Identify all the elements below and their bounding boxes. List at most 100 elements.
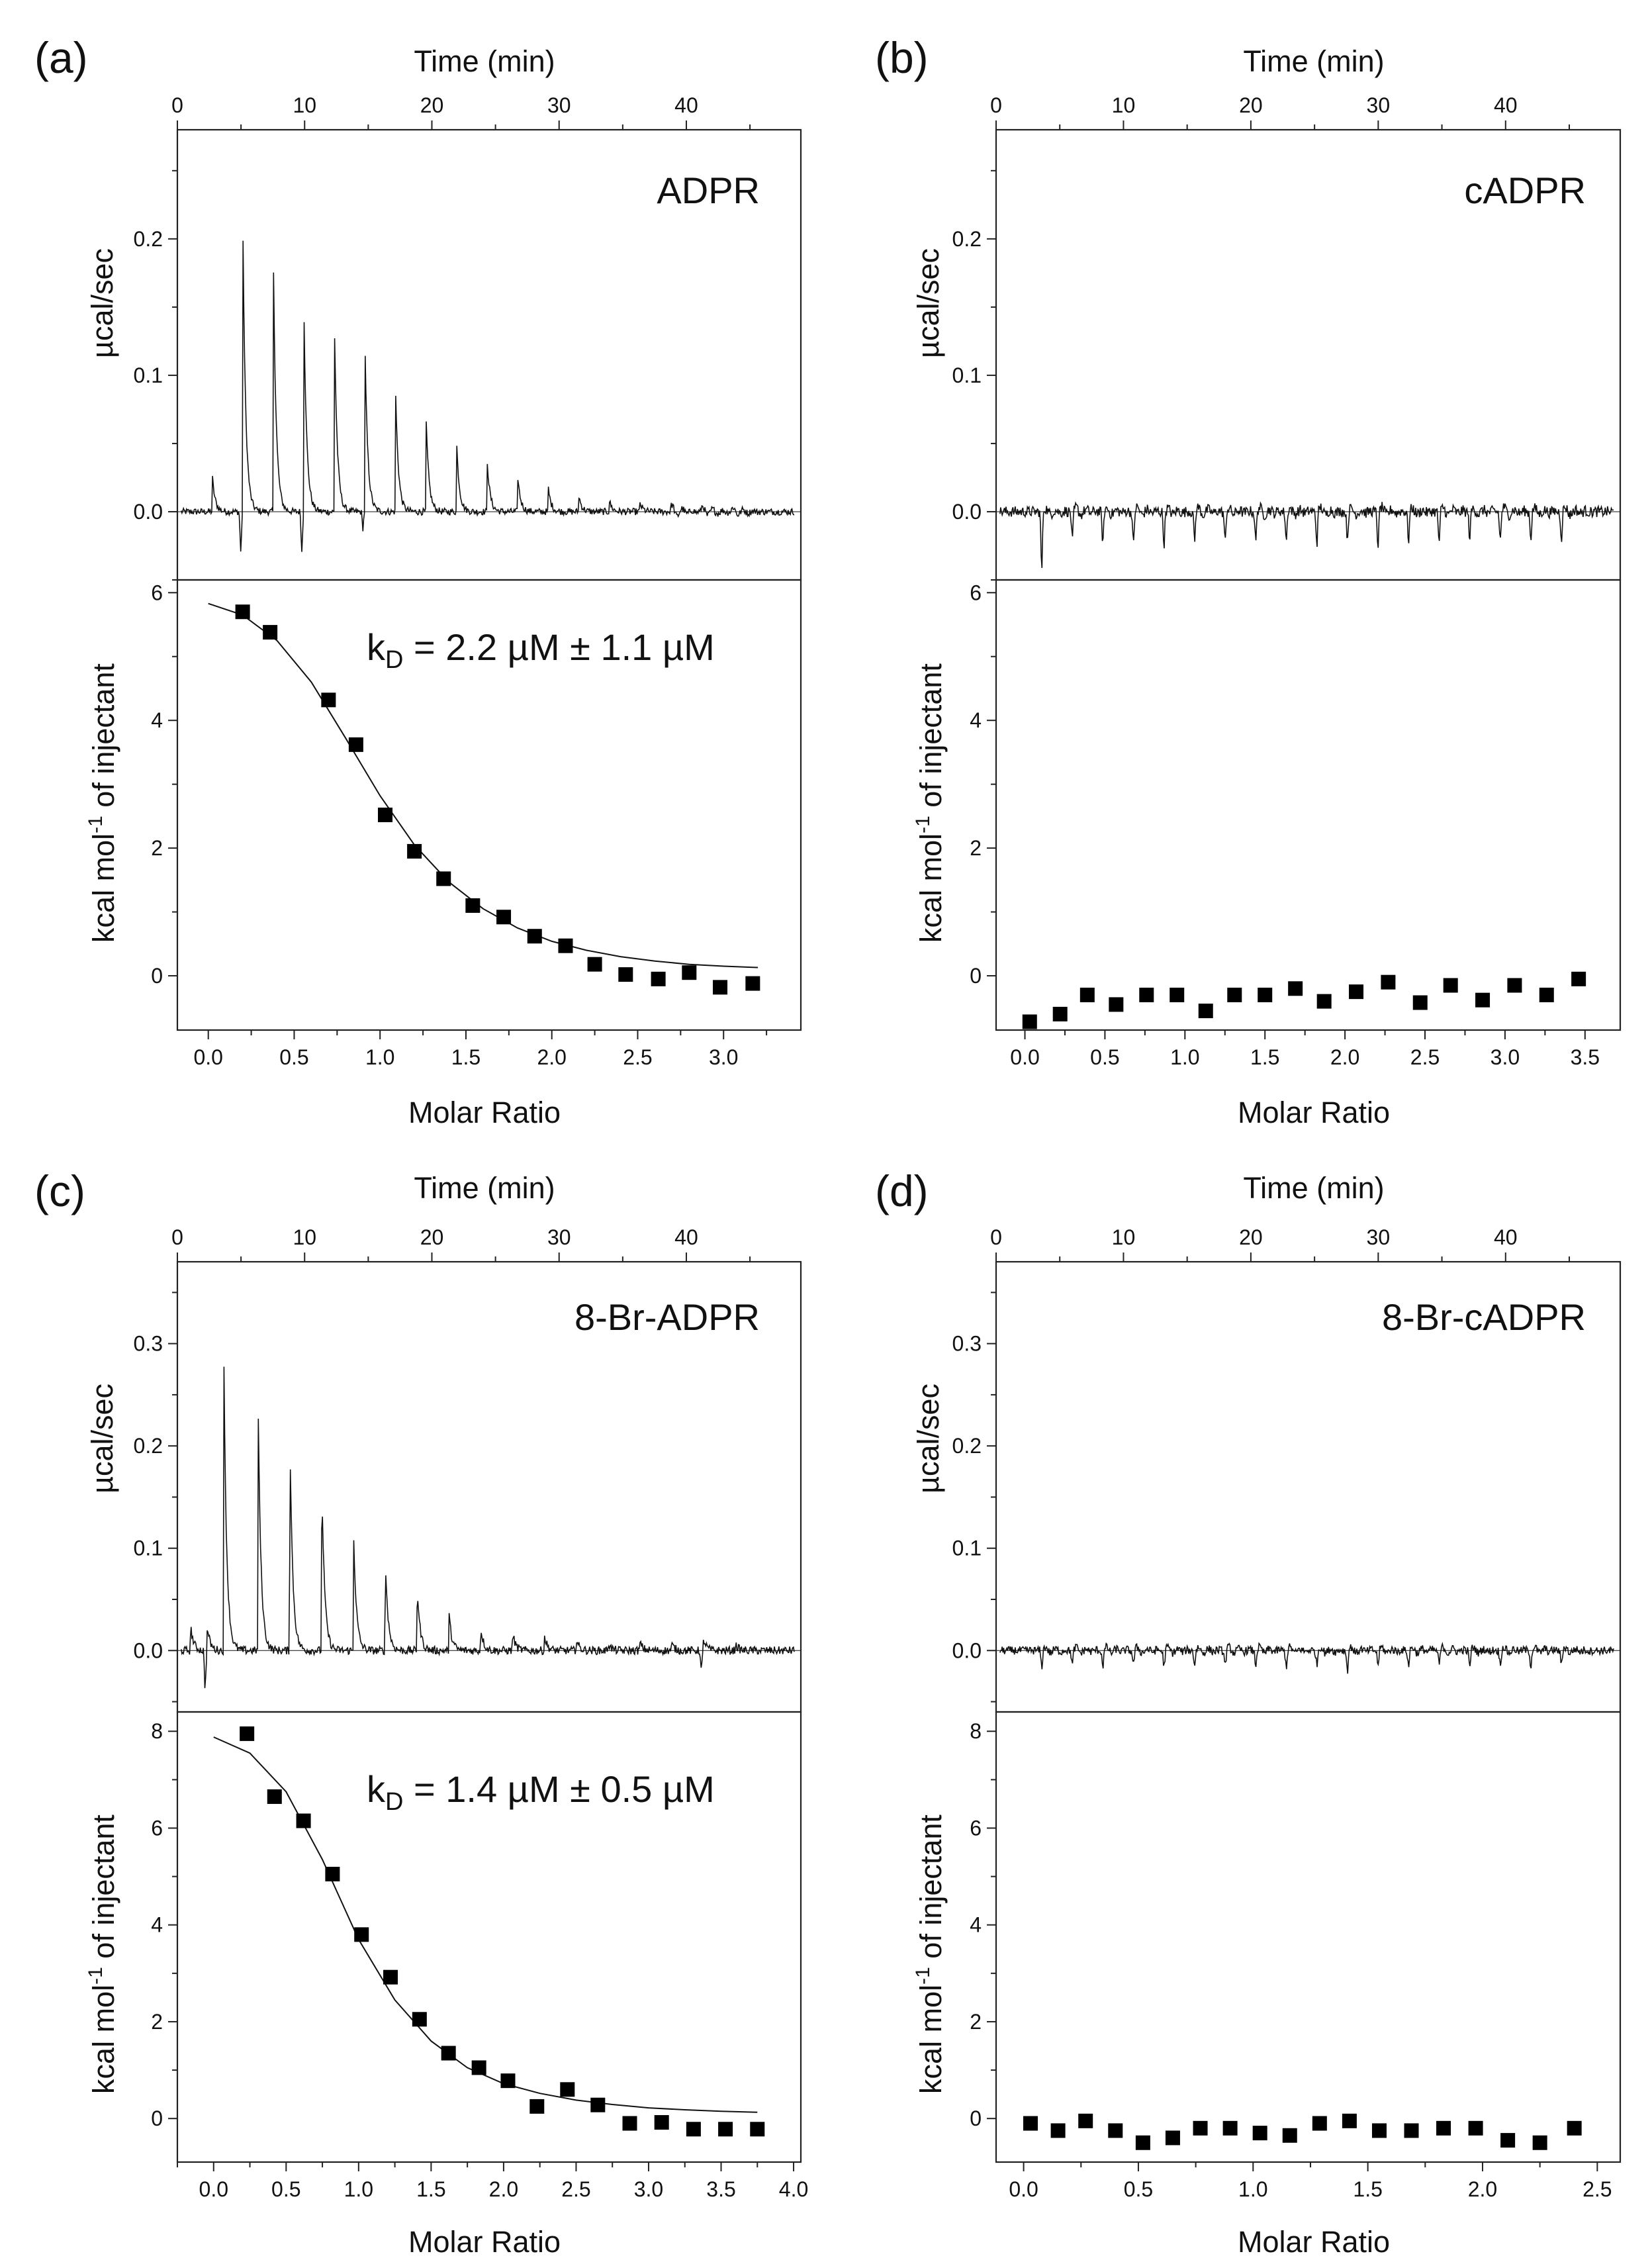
data-point	[321, 692, 336, 708]
time-tick-label: 20	[1239, 93, 1263, 117]
data-point	[1567, 2120, 1582, 2136]
data-point	[1532, 2135, 1547, 2150]
raw-y-axis-title: µcal/sec	[85, 248, 119, 358]
enthalpy-y-tick-label: 2	[151, 2010, 163, 2034]
integrated-plot-frame	[995, 579, 1622, 1031]
data-point	[1404, 2123, 1419, 2138]
molar-ratio-tick-label: 1.0	[344, 2177, 373, 2201]
fit-curve	[208, 602, 758, 969]
molar-ratio-tick-label: 2.5	[1410, 1045, 1440, 1069]
panel-d: (d) Time (min) µcal/sec 8-Br-cADPR Molar…	[875, 1166, 1622, 2259]
molar-ratio-tick-label: 1.0	[365, 1045, 394, 1069]
data-point	[348, 737, 363, 752]
data-point	[496, 910, 512, 925]
data-point	[1198, 1004, 1213, 1019]
data-point	[713, 980, 728, 995]
time-tick-label: 20	[1239, 1225, 1263, 1249]
time-axis-title: Time (min)	[1243, 1171, 1384, 1205]
raw-y-tick-label: 0.3	[952, 1332, 982, 1356]
data-point	[1227, 987, 1242, 1002]
time-tick-label: 10	[1112, 93, 1136, 117]
molar-ratio-tick-label: 1.0	[1238, 2177, 1267, 2201]
data-point	[407, 843, 422, 859]
data-point	[1252, 2126, 1267, 2141]
raw-y-tick-label: 0.0	[952, 500, 982, 524]
enthalpy-y-tick-label: 2	[151, 836, 163, 860]
data-point	[1381, 974, 1396, 990]
molar-ratio-tick-label: 0.5	[271, 2177, 300, 2201]
kd-label: kD = 2.2 µM ± 1.1 µM	[367, 626, 715, 674]
compound-label: cADPR	[1464, 169, 1586, 211]
enthalpy-y-tick-label: 0	[970, 2106, 982, 2130]
data-point	[1165, 2130, 1180, 2146]
molar-ratio-tick-label: 2.5	[1583, 2177, 1612, 2201]
data-point	[618, 967, 633, 982]
time-tick-label: 30	[1367, 93, 1391, 117]
data-point	[465, 898, 481, 913]
enthalpy-y-tick-label: 4	[151, 1913, 163, 1937]
compound-label: ADPR	[657, 169, 760, 211]
kd-subscript: D	[385, 1788, 403, 1816]
data-point	[240, 1726, 255, 1741]
data-point	[622, 2116, 637, 2131]
time-tick-label: 40	[674, 93, 698, 117]
data-point	[235, 604, 250, 620]
data-point	[1109, 997, 1124, 1012]
raw-y-axis-title: µcal/sec	[911, 248, 945, 358]
data-point	[1135, 2135, 1150, 2150]
data-point	[436, 871, 451, 886]
enthalpy-y-axis-title: kcal mol-1 of injectant	[912, 663, 948, 943]
enthalpy-y-tick-label: 0	[151, 2106, 163, 2130]
data-point	[1539, 987, 1554, 1002]
data-point	[1371, 2123, 1387, 2138]
data-point	[654, 2115, 669, 2130]
data-point	[1023, 2116, 1038, 2131]
molar-ratio-tick-label: 0.0	[1010, 1045, 1039, 1069]
raw-y-tick-label: 0.1	[952, 1536, 982, 1560]
data-point	[1079, 987, 1095, 1002]
raw-heat-trace	[181, 240, 795, 552]
time-tick-label: 0	[990, 93, 1002, 117]
molar-ratio-tick-label: 0.0	[1009, 2177, 1038, 2201]
data-point	[1050, 2123, 1066, 2138]
data-point	[1571, 971, 1586, 986]
molar-ratio-tick-label: 1.5	[1250, 1045, 1279, 1069]
time-tick-label: 0	[171, 93, 183, 117]
time-axis-title: Time (min)	[1243, 44, 1384, 78]
data-point	[1436, 2120, 1451, 2136]
time-tick-label: 20	[420, 93, 444, 117]
molar-ratio-tick-label: 1.5	[416, 2177, 445, 2201]
data-point	[500, 2073, 516, 2089]
data-point	[1078, 2113, 1093, 2128]
molar-ratio-tick-label: 3.0	[634, 2177, 663, 2201]
data-point	[1349, 984, 1364, 1000]
data-point	[590, 2097, 606, 2112]
data-point	[1468, 2120, 1483, 2136]
data-point	[1222, 2120, 1238, 2136]
enthalpy-y-axis-title: kcal mol-1 of injectant	[85, 663, 120, 943]
compound-label: 8-Br-cADPR	[1382, 1296, 1586, 1338]
kd-value: = 2.2 µM ± 1.1 µM	[403, 626, 714, 668]
enthalpy-y-tick-label: 0	[151, 964, 163, 988]
molar-ratio-tick-label: 2.0	[1330, 1045, 1359, 1069]
time-axis-title: Time (min)	[414, 1171, 555, 1205]
data-point	[651, 971, 666, 986]
enthalpy-y-tick-label: 6	[970, 581, 982, 604]
molar-ratio-axis-title: Molar Ratio	[1238, 1096, 1390, 1129]
enthalpy-y-tick-label: 4	[970, 708, 982, 732]
raw-y-tick-label: 0.2	[952, 1434, 982, 1458]
raw-y-tick-label: 0.0	[952, 1638, 982, 1662]
enthalpy-y-tick-label: 2	[970, 836, 982, 860]
kd-subscript: D	[385, 646, 403, 674]
molar-ratio-tick-label: 2.5	[561, 2177, 590, 2201]
data-point	[1342, 2113, 1357, 2128]
raw-heat-trace	[999, 501, 1614, 568]
molar-ratio-tick-label: 0.5	[1090, 1045, 1119, 1069]
data-point	[1258, 987, 1273, 1002]
enthalpy-y-tick-label: 4	[970, 1913, 982, 1937]
enthalpy-y-tick-label: 6	[970, 1816, 982, 1840]
data-point	[1507, 978, 1522, 993]
data-point	[1288, 981, 1303, 996]
molar-ratio-axis-title: Molar Ratio	[408, 2225, 561, 2259]
molar-ratio-tick-label: 2.0	[489, 2177, 518, 2201]
